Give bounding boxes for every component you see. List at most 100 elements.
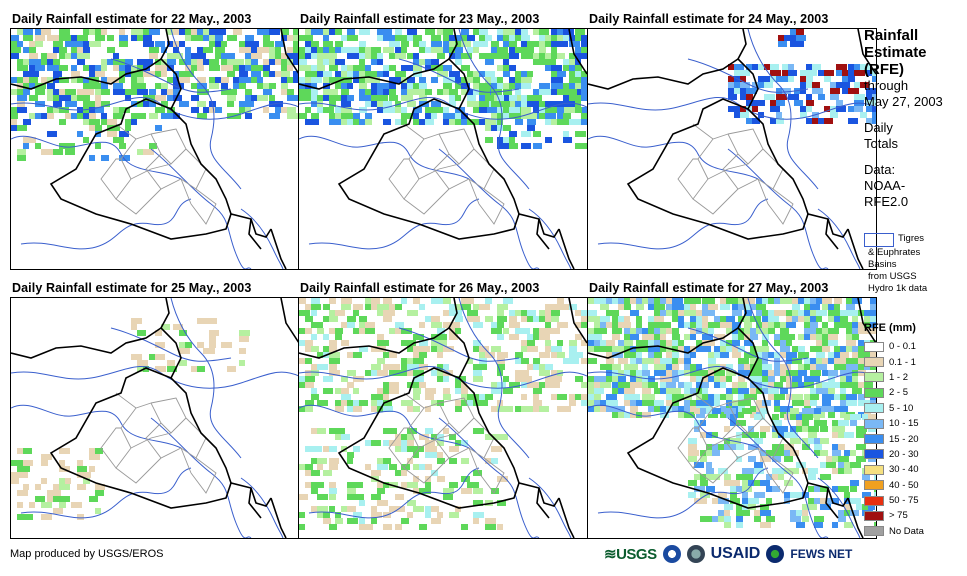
iraq-region-map (588, 298, 876, 538)
country-border (170, 108, 232, 215)
river-line (20, 467, 192, 519)
province-boundary (707, 432, 749, 449)
country-border (626, 298, 849, 509)
usgs-logo: ≋USGS (604, 546, 657, 563)
country-border (299, 58, 450, 90)
rainfall-map-panel: Daily Rainfall estimate for 24 May., 200… (587, 12, 877, 280)
province-boundary (692, 138, 739, 215)
map-frame (298, 28, 588, 270)
province-boundary (130, 432, 172, 449)
rainfall-map-panel: Daily Rainfall estimate for 25 May., 200… (10, 281, 300, 549)
logo-bar: ≋USGS USAID FEWS NET (604, 543, 852, 565)
river-line (458, 298, 530, 459)
sidebar-title-1: Rainfall (864, 27, 919, 44)
credit-text: Map produced by USGS/EROS (10, 548, 164, 560)
data-label-1: Data: (864, 162, 896, 177)
province-boundary (478, 188, 505, 225)
province-boundary (767, 457, 794, 494)
legend-label: 20 - 30 (889, 448, 919, 460)
basin-line-1: Tigres (898, 233, 925, 244)
province-boundary (180, 417, 207, 459)
legend-title: RFE (mm) (864, 322, 916, 334)
country-border (825, 487, 839, 519)
country-border (747, 108, 809, 215)
legend-swatch (864, 434, 884, 445)
country-border (11, 58, 162, 90)
province-boundary (677, 158, 698, 200)
legend-label: 0.1 - 1 (889, 356, 916, 368)
river-line (458, 29, 530, 190)
basin-line-4: from USGS (868, 271, 917, 282)
country-border (337, 29, 560, 240)
river-line (299, 366, 587, 389)
panel-title: Daily Rainfall estimate for 22 May., 200… (12, 12, 252, 26)
river-line (240, 208, 284, 269)
country-border (847, 497, 864, 538)
province-boundary (692, 123, 769, 205)
country-border (280, 29, 299, 75)
basin-line-3: Basins (868, 259, 897, 270)
rfe-legend: RFE (mm) 0 - 0.1 0.1 - 1 1 - 2 2 - 5 5 - 10 1… (864, 322, 964, 539)
legend-swatch (864, 480, 884, 491)
basin-key: Tigres & Euphrates Basins from USGS Hydr… (864, 233, 964, 295)
legend-row: No Data (864, 524, 964, 539)
basin-swatch (864, 233, 894, 247)
river-line (747, 29, 819, 190)
province-boundary (418, 432, 460, 449)
country-border (337, 298, 560, 509)
legend-label: > 75 (889, 510, 908, 522)
country-border (857, 298, 876, 344)
country-border (49, 29, 272, 240)
river-line (817, 208, 861, 269)
river-line (299, 97, 587, 120)
river-line (308, 467, 480, 519)
rainfall-pixels (299, 29, 587, 149)
legend-label: 10 - 15 (889, 418, 919, 430)
river-line (597, 198, 769, 250)
legend-swatch (864, 495, 884, 506)
province-boundary (468, 148, 495, 190)
river-line (110, 58, 232, 93)
country-border (558, 228, 575, 269)
province-boundary (692, 392, 769, 474)
river-line (170, 298, 242, 459)
country-border (536, 218, 550, 250)
legend-row: 15 - 20 (864, 431, 964, 446)
map-frame (298, 297, 588, 539)
panel-title: Daily Rainfall estimate for 25 May., 200… (12, 281, 252, 295)
data-label-3: RFE2.0 (864, 194, 909, 209)
province-boundary (180, 148, 207, 190)
province-boundary (692, 407, 739, 484)
map-frame (10, 28, 300, 270)
country-border (558, 497, 575, 538)
through-label: through (864, 78, 909, 93)
panel-title: Daily Rainfall estimate for 27 May., 200… (589, 281, 829, 295)
legend-label: 2 - 5 (889, 387, 909, 399)
province-boundary (100, 427, 121, 469)
legend-label: No Data (889, 525, 924, 537)
province-boundary (100, 158, 121, 200)
legend-row: 2 - 5 (864, 385, 964, 400)
country-border (568, 29, 587, 75)
province-boundary (115, 138, 162, 215)
map-frame (587, 28, 877, 270)
river-line (308, 198, 480, 250)
river-line (528, 208, 572, 269)
province-boundary (767, 188, 794, 225)
country-border (248, 487, 262, 519)
sidebar-title-3: (RFE) (864, 61, 904, 78)
data-label-2: NOAA- (864, 178, 906, 193)
iraq-region-map (299, 298, 587, 538)
usaid-logo: USAID (710, 545, 761, 562)
province-boundary (115, 407, 162, 484)
noaa-logo-icon (662, 545, 681, 563)
province-boundary (190, 457, 217, 494)
province-boundary (130, 163, 172, 180)
legend-row: 5 - 10 (864, 401, 964, 416)
river-line (150, 148, 252, 269)
legend-row: 40 - 50 (864, 478, 964, 493)
rainfall-map-panel: Daily Rainfall estimate for 27 May., 200… (587, 281, 877, 549)
rainfall-map-panel: Daily Rainfall estimate for 22 May., 200… (10, 12, 300, 280)
legend-row: 50 - 75 (864, 493, 964, 508)
river-line (817, 477, 861, 538)
